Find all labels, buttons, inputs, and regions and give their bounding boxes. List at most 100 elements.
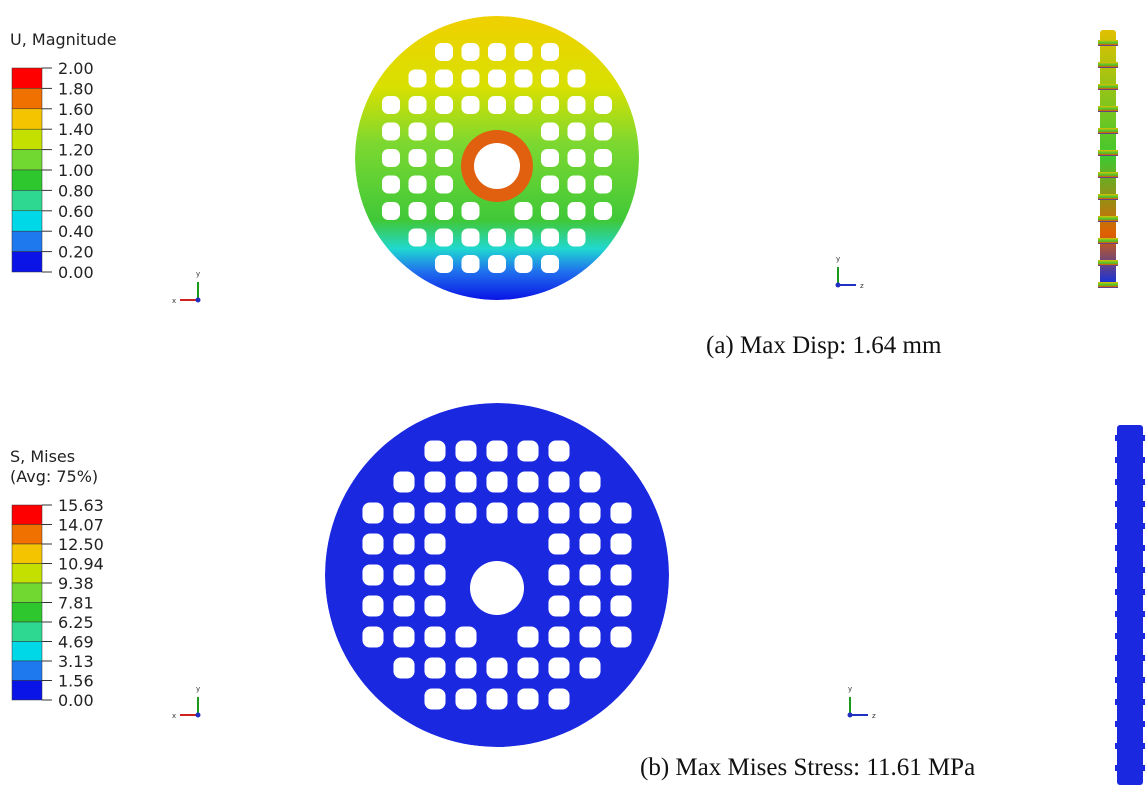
legend-label: 1.40 bbox=[58, 120, 94, 139]
lattice-hole bbox=[461, 255, 479, 273]
legend-swatch bbox=[12, 544, 42, 564]
side-node bbox=[1098, 194, 1118, 200]
lattice-hole bbox=[455, 626, 476, 647]
lattice-hole bbox=[610, 595, 631, 616]
lattice-hole bbox=[548, 626, 569, 647]
triad-label: y bbox=[848, 685, 852, 693]
side-node bbox=[1098, 282, 1118, 288]
lattice-hole bbox=[435, 69, 453, 87]
triad-origin bbox=[196, 713, 201, 718]
page: {"panels": [ {"legend": {"title": ["U, M… bbox=[0, 0, 1145, 794]
triad-label: y bbox=[196, 685, 200, 693]
lattice-hole bbox=[393, 502, 414, 523]
lattice-hole bbox=[548, 440, 569, 461]
legend-swatch bbox=[12, 190, 42, 210]
lattice-hole bbox=[455, 440, 476, 461]
side-node bbox=[1115, 743, 1145, 749]
lattice-hole bbox=[541, 43, 559, 61]
panel: S, Mises(Avg: 75%)15.6314.0712.5010.949.… bbox=[10, 403, 1145, 785]
lattice-hole bbox=[424, 533, 445, 554]
panel: U, Magnitude2.001.801.601.401.201.000.80… bbox=[10, 16, 1118, 359]
lattice-hole bbox=[455, 471, 476, 492]
lattice-hole bbox=[435, 43, 453, 61]
lattice-hole bbox=[362, 564, 383, 585]
lattice-hole bbox=[594, 122, 612, 140]
lattice-hole bbox=[393, 595, 414, 616]
lattice-hole bbox=[548, 502, 569, 523]
lattice-hole bbox=[541, 96, 559, 114]
caption: (a) Max Disp: 1.64 mm bbox=[706, 332, 942, 359]
triad-label: y bbox=[196, 270, 200, 278]
lattice-hole bbox=[393, 657, 414, 678]
side-node bbox=[1098, 260, 1118, 266]
lattice-hole bbox=[548, 564, 569, 585]
lattice-hole bbox=[514, 69, 532, 87]
lattice-hole bbox=[488, 255, 506, 273]
legend-label: 1.80 bbox=[58, 79, 94, 98]
lattice-hole bbox=[461, 202, 479, 220]
lattice-hole bbox=[382, 122, 400, 140]
lattice-hole bbox=[424, 440, 445, 461]
lattice-hole bbox=[517, 471, 538, 492]
legend-title: S, Mises bbox=[10, 447, 75, 466]
side-node bbox=[1115, 633, 1145, 639]
lattice-hole bbox=[579, 471, 600, 492]
lattice-hole bbox=[514, 43, 532, 61]
legend-swatch bbox=[12, 231, 42, 251]
lattice-hole bbox=[514, 96, 532, 114]
lattice-hole bbox=[610, 502, 631, 523]
lattice-hole bbox=[455, 688, 476, 709]
legend-label: 10.94 bbox=[58, 555, 104, 574]
lattice-hole bbox=[486, 440, 507, 461]
legend-label: 4.69 bbox=[58, 633, 94, 652]
lattice-hole bbox=[594, 175, 612, 193]
lattice-hole bbox=[382, 96, 400, 114]
lattice-hole bbox=[594, 149, 612, 167]
side-node bbox=[1098, 62, 1118, 68]
triad-label: y bbox=[836, 255, 840, 263]
legend-label: 0.00 bbox=[58, 691, 94, 710]
lattice-hole bbox=[435, 202, 453, 220]
lattice-hole bbox=[517, 502, 538, 523]
lattice-hole bbox=[488, 43, 506, 61]
legend-label: 12.50 bbox=[58, 535, 104, 554]
lattice-hole bbox=[486, 471, 507, 492]
lattice-hole bbox=[517, 626, 538, 647]
lattice-hole bbox=[579, 595, 600, 616]
legend-swatch bbox=[12, 150, 42, 170]
legend-swatch bbox=[12, 642, 42, 662]
legend-swatch bbox=[12, 681, 42, 701]
lattice-hole bbox=[541, 202, 559, 220]
side-node bbox=[1098, 172, 1118, 178]
lattice-hole bbox=[488, 69, 506, 87]
lattice-hole bbox=[461, 43, 479, 61]
legend-label: 1.20 bbox=[58, 141, 94, 160]
side-node bbox=[1115, 501, 1145, 507]
lattice-hole bbox=[488, 228, 506, 246]
lattice-hole bbox=[382, 149, 400, 167]
lattice-hole bbox=[393, 626, 414, 647]
lattice-hole bbox=[517, 657, 538, 678]
lattice-hole bbox=[610, 564, 631, 585]
lattice-hole bbox=[517, 440, 538, 461]
figure: U, Magnitude2.001.801.601.401.201.000.80… bbox=[0, 0, 1145, 794]
lattice-hole bbox=[610, 626, 631, 647]
lattice-hole bbox=[548, 595, 569, 616]
side-node bbox=[1115, 677, 1145, 683]
lattice-hole bbox=[486, 502, 507, 523]
lattice-hole bbox=[567, 149, 585, 167]
legend-swatch bbox=[12, 564, 42, 584]
caption: (b) Max Mises Stress: 11.61 MPa bbox=[640, 754, 975, 781]
legend-swatch bbox=[12, 583, 42, 603]
lattice-hole bbox=[408, 175, 426, 193]
lattice-hole bbox=[435, 96, 453, 114]
legend-label: 1.60 bbox=[58, 100, 94, 119]
side-node bbox=[1115, 479, 1145, 485]
lattice-hole bbox=[461, 96, 479, 114]
side-node bbox=[1098, 84, 1118, 90]
lattice-hole bbox=[382, 202, 400, 220]
lattice-hole bbox=[541, 175, 559, 193]
lattice-hole bbox=[455, 502, 476, 523]
lattice-hole bbox=[362, 533, 383, 554]
side-node bbox=[1115, 699, 1145, 705]
